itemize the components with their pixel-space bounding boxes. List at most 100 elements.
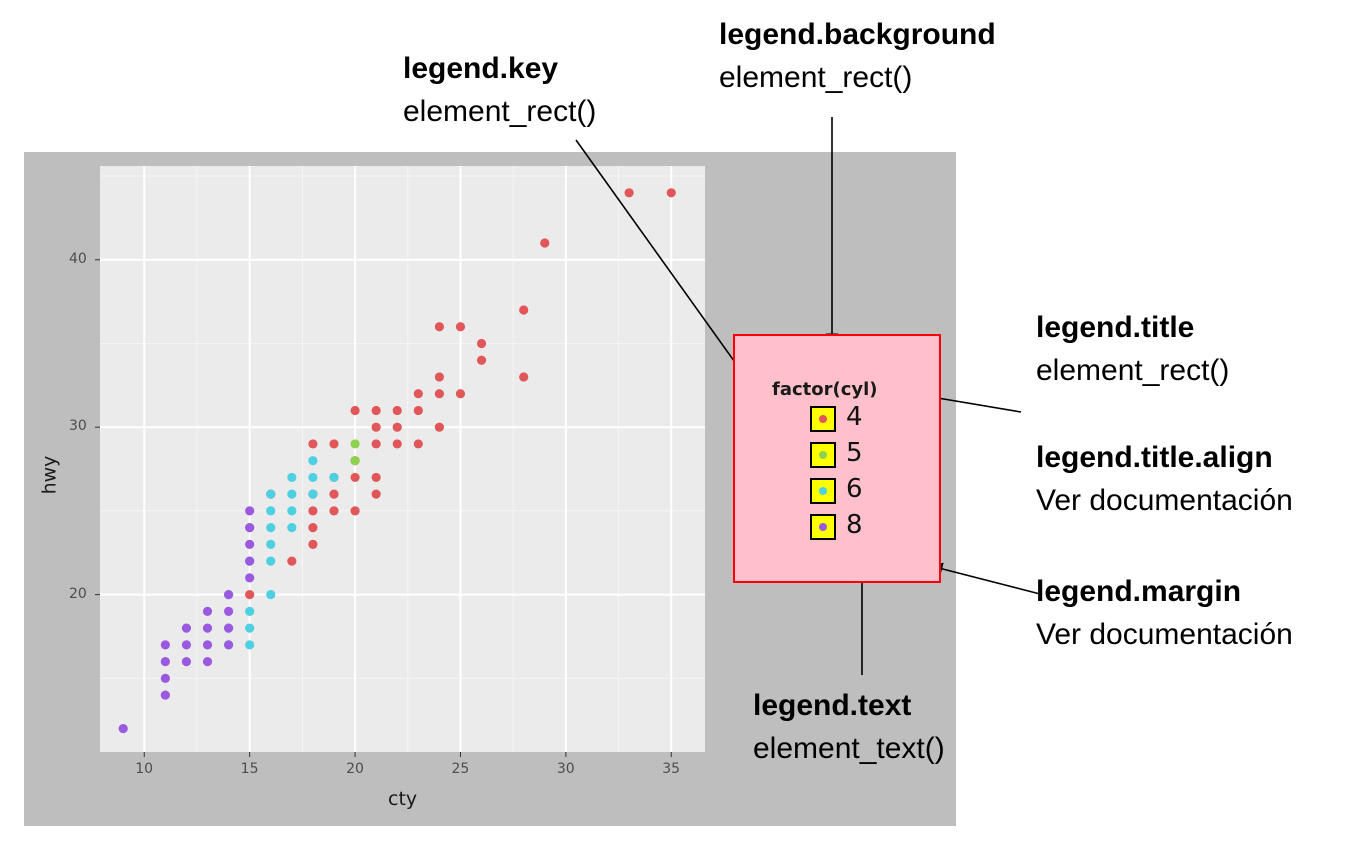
data-point-cyl-4 — [371, 405, 381, 416]
data-point-cyl-8 — [245, 556, 255, 566]
data-point-cyl-8 — [223, 606, 234, 616]
data-point-cyl-8 — [202, 623, 213, 633]
data-point-cyl-8 — [202, 656, 213, 667]
data-point-cyl-4 — [392, 422, 402, 432]
data-point-cyl-8 — [245, 523, 255, 533]
legend-background — [733, 334, 941, 583]
arrow-legend-margin — [929, 562, 1041, 595]
data-point-cyl-8 — [181, 656, 192, 667]
data-point-cyl-4 — [392, 439, 402, 449]
data-point-cyl-4 — [413, 405, 423, 416]
data-point-cyl-5 — [350, 456, 360, 466]
data-point-cyl-8 — [181, 623, 192, 633]
data-point-cyl-6 — [266, 506, 276, 516]
data-point-cyl-4 — [245, 590, 255, 600]
annotation-subtitle: element_rect() — [719, 61, 913, 94]
annotation-title: legend.key — [403, 52, 559, 85]
annotation-subtitle: element_text() — [753, 732, 945, 765]
plot-panel — [100, 166, 705, 752]
data-point-cyl-4 — [434, 389, 444, 399]
data-point-cyl-6 — [287, 472, 297, 483]
annotation-legend-title: legend.title element_rect() — [1036, 306, 1229, 392]
legend-dot — [819, 451, 827, 459]
data-point-cyl-4 — [371, 422, 381, 432]
data-point-cyl-4 — [434, 372, 444, 382]
x-tick-label: 25 — [451, 761, 470, 777]
data-point-cyl-8 — [202, 606, 213, 616]
data-point-cyl-4 — [329, 489, 339, 499]
data-point-cyl-4 — [287, 556, 297, 566]
data-point-cyl-6 — [308, 472, 318, 483]
data-point-cyl-4 — [519, 372, 529, 382]
x-tick-label: 35 — [662, 761, 681, 777]
data-point-cyl-4 — [350, 506, 360, 516]
data-point-cyl-4 — [476, 338, 487, 349]
y-axis-title: hwy — [38, 455, 61, 495]
data-point-cyl-8 — [160, 673, 170, 683]
data-point-cyl-6 — [266, 539, 276, 549]
annotation-legend-title-align: legend.title.align Ver documentación — [1036, 436, 1293, 522]
data-point-cyl-4 — [413, 389, 423, 399]
annotation-title: legend.margin — [1036, 575, 1242, 608]
legend-label-6: 6 — [846, 474, 863, 504]
y-tick-label: 30 — [69, 418, 87, 435]
annotation-legend-background: legend.background element_rect() — [719, 13, 996, 99]
data-point-cyl-4 — [329, 506, 339, 516]
data-point-cyl-8 — [160, 690, 170, 700]
data-point-cyl-4 — [455, 389, 466, 399]
data-point-cyl-8 — [118, 723, 128, 734]
data-point-cyl-4 — [371, 489, 381, 499]
legend-dot — [819, 487, 827, 495]
legend-label-8: 8 — [846, 510, 863, 540]
annotation-title: legend.title — [1036, 311, 1195, 344]
data-point-cyl-6 — [287, 489, 297, 499]
data-point-cyl-8 — [245, 506, 255, 516]
data-point-cyl-6 — [245, 606, 255, 616]
data-point-cyl-8 — [202, 640, 213, 650]
y-tick-label: 40 — [69, 250, 87, 267]
legend-key-6 — [810, 478, 836, 504]
data-point-cyl-8 — [245, 573, 255, 583]
y-tick-label: 20 — [69, 585, 87, 602]
data-point-cyl-8 — [223, 640, 234, 650]
data-point-cyl-8 — [223, 623, 234, 633]
annotation-title: legend.text — [753, 689, 912, 722]
data-point-cyl-6 — [329, 472, 339, 483]
annotation-title: legend.title.align — [1036, 441, 1273, 474]
legend-label-4: 4 — [846, 402, 863, 432]
data-point-cyl-8 — [181, 640, 192, 650]
data-point-cyl-4 — [392, 405, 402, 416]
x-axis-title: cty — [388, 788, 418, 810]
annotation-legend-text: legend.text element_text() — [753, 684, 945, 770]
annotation-subtitle: element_rect() — [1036, 354, 1230, 387]
data-point-cyl-4 — [434, 322, 444, 332]
data-point-cyl-4 — [455, 322, 466, 332]
data-point-cyl-6 — [266, 523, 276, 533]
annotation-legend-margin: legend.margin Ver documentación — [1036, 570, 1293, 656]
data-point-cyl-6 — [266, 556, 276, 566]
data-point-cyl-4 — [308, 506, 318, 516]
data-point-cyl-4 — [624, 188, 634, 198]
annotation-subtitle: element_rect() — [403, 95, 597, 128]
data-point-cyl-4 — [350, 405, 360, 416]
x-tick-label: 20 — [346, 761, 364, 777]
data-point-cyl-4 — [413, 439, 423, 449]
data-point-cyl-6 — [308, 456, 318, 466]
grid-lines — [100, 166, 705, 752]
legend-key-5 — [810, 442, 836, 468]
data-point-cyl-6 — [287, 506, 297, 516]
legend-dot — [819, 523, 827, 531]
data-point-cyl-8 — [160, 640, 170, 650]
data-point-cyl-4 — [308, 523, 318, 533]
data-point-cyl-4 — [666, 188, 676, 198]
annotation-title: legend.background — [719, 18, 996, 51]
legend-dot — [819, 415, 827, 423]
data-point-cyl-6 — [287, 523, 297, 533]
data-point-cyl-4 — [371, 472, 381, 483]
data-point-cyl-4 — [540, 238, 550, 248]
data-points — [118, 188, 676, 734]
data-point-cyl-4 — [434, 422, 444, 432]
data-point-cyl-8 — [223, 590, 234, 600]
data-point-cyl-5 — [350, 439, 360, 449]
